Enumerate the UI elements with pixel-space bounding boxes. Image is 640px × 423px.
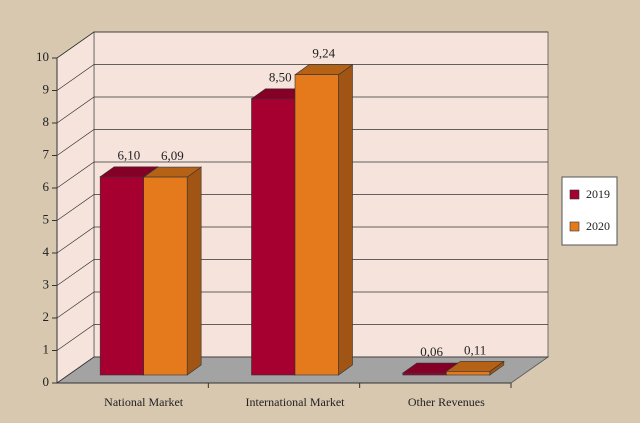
- value-label: 0,06: [420, 344, 443, 359]
- y-tick-label: 1: [43, 341, 50, 356]
- grid-line: [56, 291, 548, 319]
- y-tick-label: 3: [43, 276, 50, 291]
- grid-line: [56, 324, 548, 351]
- y-tick-label: 4: [43, 244, 50, 259]
- value-label: 8,50: [269, 70, 292, 85]
- y-tick-label: 10: [36, 49, 49, 64]
- value-label: 6,09: [161, 148, 184, 163]
- bar: [402, 372, 447, 376]
- legend-label: 2019: [586, 187, 610, 201]
- y-tick-label: 8: [43, 114, 50, 129]
- legend-swatch: [569, 221, 580, 232]
- grid-line: [56, 129, 548, 156]
- bar-side: [338, 64, 353, 376]
- y-tick-label: 6: [43, 179, 50, 194]
- y-tick-label: 5: [43, 211, 50, 226]
- legend-label: 2020: [586, 219, 610, 233]
- y-tick-label: 9: [43, 81, 50, 96]
- legend-swatch: [569, 189, 580, 200]
- grid-line: [56, 96, 548, 124]
- grid-line: [56, 64, 548, 91]
- value-label: 9,24: [312, 46, 335, 61]
- x-tick-label: Other Revenues: [408, 395, 485, 409]
- grid-line: [56, 194, 548, 221]
- value-label: 0,11: [464, 342, 486, 357]
- x-tick-label: International Market: [246, 395, 346, 409]
- grid-line: [56, 259, 548, 286]
- grid-line: [56, 161, 548, 189]
- x-tick-label: National Market: [104, 395, 184, 409]
- grid-line: [56, 226, 548, 254]
- grid-line: [56, 31, 548, 59]
- bar: [251, 98, 296, 376]
- y-tick-label: 2: [43, 309, 50, 324]
- y-tick-label: 7: [43, 146, 50, 161]
- bar-side: [186, 166, 202, 376]
- bar: [143, 176, 188, 376]
- value-label: 6,10: [118, 148, 141, 163]
- y-tick-label: 0: [43, 374, 50, 389]
- bar: [99, 176, 144, 376]
- bar: [446, 371, 491, 376]
- legend: [561, 176, 618, 246]
- grid-line: [56, 356, 548, 384]
- bar: [294, 74, 339, 376]
